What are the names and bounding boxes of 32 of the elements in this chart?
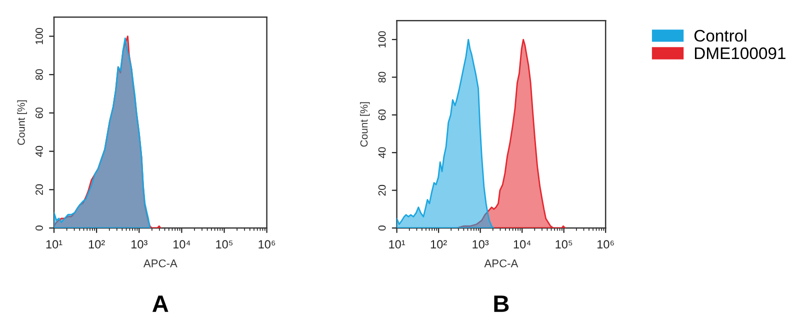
x-tick-label: 10⁴ [173, 240, 190, 248]
x-axis-title: APC-A [143, 259, 178, 268]
x-axis-title: APC-A [484, 259, 518, 268]
y-tick-label: 80 [36, 69, 43, 80]
y-tick-label: 20 [378, 184, 386, 196]
y-tick-label: 80 [378, 72, 386, 83]
y-tick-label: 40 [378, 147, 386, 158]
x-tick-label: 10⁵ [216, 240, 233, 248]
y-tick-label: 100 [378, 31, 386, 48]
y-tick-label: 100 [36, 28, 43, 44]
legend-label: Control [694, 29, 746, 42]
x-tick-label: 10³ [472, 240, 489, 248]
y-axis-title: Count [%] [17, 100, 27, 145]
x-tick-label: 10⁵ [556, 240, 572, 248]
legend-label: DME100091 [694, 47, 786, 60]
y-tick-label: 20 [36, 184, 43, 195]
x-tick-label: 10¹ [389, 240, 406, 248]
y-tick-label: 60 [36, 108, 43, 118]
y-tick-label: 60 [378, 110, 386, 120]
x-tick-label: 10¹ [46, 240, 62, 248]
x-tick-label: 10² [88, 240, 105, 248]
x-tick-label: 10⁶ [598, 240, 614, 248]
y-tick-label: 40 [36, 146, 43, 157]
text: A [152, 296, 168, 312]
y-tick-label: 0 [378, 226, 386, 230]
y-tick-label: 0 [36, 226, 43, 230]
text: B [494, 296, 509, 312]
x-tick-label: 10³ [131, 240, 148, 248]
x-tick-label: 10⁶ [258, 240, 276, 248]
x-tick-label: 10² [430, 240, 447, 248]
x-tick-label: 10⁴ [514, 240, 531, 248]
y-axis-title: Count [%] [360, 102, 370, 147]
